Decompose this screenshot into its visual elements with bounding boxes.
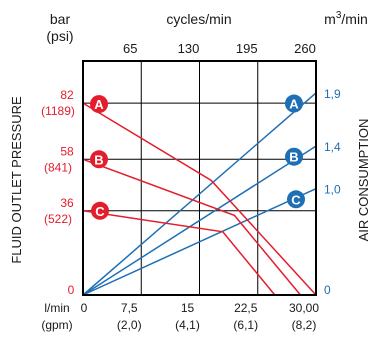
pressure-marker-B	[90, 150, 108, 169]
air-marker-A	[285, 94, 303, 113]
flow-tick-alt-label-3: (6,1)	[233, 318, 258, 332]
right-unit-tail: /min	[341, 11, 367, 27]
pressure-marker-A	[90, 95, 108, 114]
cycles-tick-label-2: 195	[236, 41, 258, 56]
bottom-unit-alt-label: (gpm)	[41, 318, 72, 332]
flow-tick-label-1: 7,5	[121, 301, 138, 315]
plot-frame	[82, 60, 317, 296]
flow-tick-label-4: 30,00	[289, 301, 319, 315]
air-line-B	[82, 145, 317, 296]
cycles-tick-label-0: 65	[123, 41, 137, 56]
air-marker-label-C: C	[291, 192, 301, 207]
cycles-tick-label-1: 130	[178, 41, 200, 56]
pressure-tick-alt-label-1: (522)	[44, 212, 72, 226]
left-unit-alt-label: (psi)	[46, 28, 73, 44]
pressure-line-C	[82, 210, 276, 296]
pressure-tick-label-3: 82	[60, 88, 74, 102]
left-unit-label: bar	[50, 11, 71, 27]
flow-tick-label-2: 15	[181, 301, 195, 315]
right-unit-exponent: 3	[336, 10, 342, 21]
air-tick-label-3: 1,9	[324, 87, 341, 101]
air-marker-label-A: A	[289, 97, 299, 112]
pressure-line-A	[82, 102, 317, 296]
air-line-C	[82, 187, 317, 296]
pressure-line-B	[82, 158, 302, 296]
right-axis-title: AIR CONSUMPTION	[356, 119, 371, 242]
grid	[83, 61, 316, 295]
flow-tick-alt-label-2: (4,1)	[175, 318, 200, 332]
pressure-marker-label-C: C	[95, 204, 105, 219]
top-unit-label: cycles/min	[166, 11, 231, 27]
pressure-tick-label-1: 36	[60, 196, 74, 210]
left-axis-title: FLUID OUTLET PRESSURE	[9, 96, 24, 264]
air-tick-label-0: 0	[324, 283, 331, 297]
series-lines	[82, 92, 317, 296]
pressure-tick-label-0: 0	[68, 283, 75, 297]
flow-tick-label-0: 0	[81, 301, 88, 315]
flow-tick-label-3: 22,5	[234, 301, 258, 315]
right-unit-base: m	[324, 11, 336, 27]
pressure-tick-alt-label-3: (1189)	[41, 104, 75, 118]
series-markers: A B C A B C	[90, 94, 305, 220]
pressure-marker-C	[91, 201, 109, 220]
pressure-marker-label-A: A	[94, 97, 104, 112]
flow-tick-alt-label-4: (8,2)	[292, 318, 317, 332]
pressure-tick-alt-label-2: (841)	[44, 160, 72, 174]
air-line-A	[82, 92, 317, 296]
pressure-tick-label-2: 58	[60, 144, 74, 158]
pressure-marker-label-B: B	[94, 152, 103, 167]
air-marker-B	[285, 147, 303, 166]
bottom-unit-label: l/min	[44, 301, 69, 315]
air-tick-label-2: 1,4	[324, 140, 341, 154]
right-unit-label: m3/min	[324, 10, 368, 27]
cycles-tick-label-3: 260	[294, 41, 316, 56]
flow-tick-alt-label-1: (2,0)	[117, 318, 142, 332]
air-tick-label-1: 1,0	[324, 183, 341, 197]
air-marker-label-B: B	[289, 150, 298, 165]
air-marker-C	[287, 190, 305, 209]
tick-labels: 65 130 195 260 0 7,5 (2,0) 15 (4,1) 22,5 (6,1) 30,0…	[41, 41, 341, 332]
